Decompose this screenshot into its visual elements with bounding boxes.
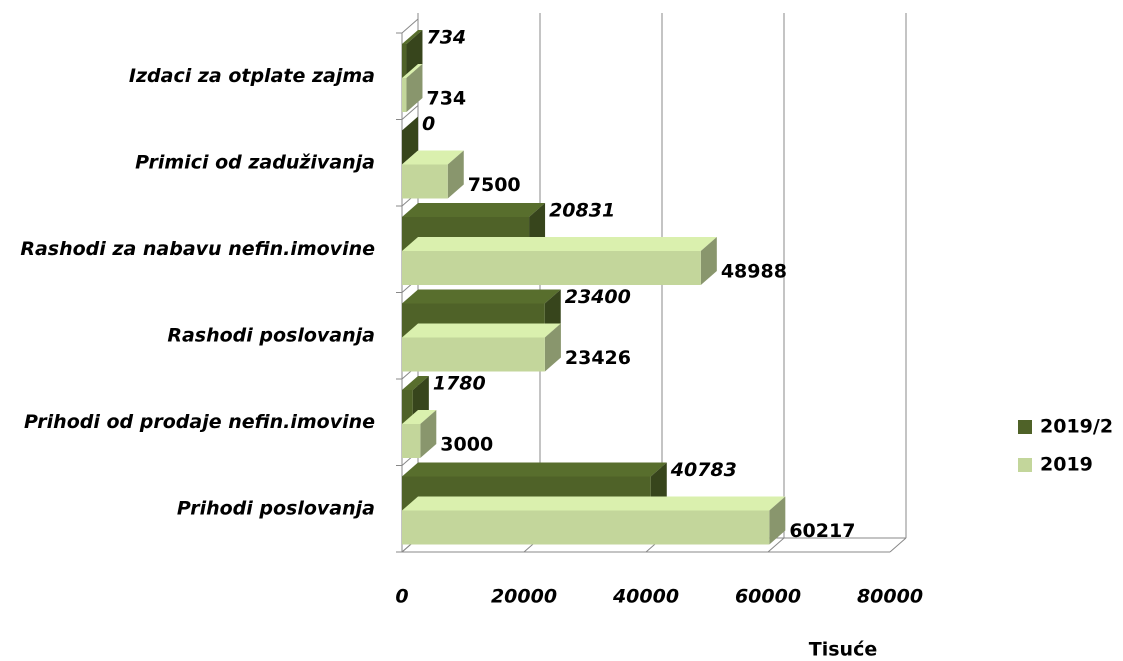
legend-swatch xyxy=(1018,458,1032,472)
bar-top xyxy=(402,410,437,424)
bar xyxy=(402,510,770,545)
bar-top xyxy=(402,203,546,217)
category-label: Prihodi od prodaje nefin.imovine xyxy=(24,411,375,433)
x-tick-label: 20000 xyxy=(491,586,557,608)
value-label: 23400 xyxy=(565,286,631,308)
legend-label: 2019/2 xyxy=(1040,416,1113,438)
x-tick-label: 40000 xyxy=(612,586,679,608)
bar xyxy=(402,78,407,112)
bar-top xyxy=(402,496,786,511)
bar-top xyxy=(402,289,561,304)
value-label: 48988 xyxy=(721,261,787,283)
bar xyxy=(402,251,701,285)
x-axis-title: Tisuće xyxy=(809,639,877,661)
legend-label: 2019 xyxy=(1040,454,1093,476)
y-side xyxy=(401,105,419,120)
bar-top xyxy=(402,376,429,390)
y-side xyxy=(401,18,419,34)
category-label: Rashodi poslovanja xyxy=(167,324,375,346)
bar-side xyxy=(544,323,561,372)
bar xyxy=(402,164,448,199)
bar xyxy=(402,390,413,424)
x-tick-label: 0 xyxy=(395,586,408,608)
value-label: 1780 xyxy=(433,373,486,395)
value-label: 20831 xyxy=(549,200,615,222)
bar-side xyxy=(769,496,786,545)
bar-side xyxy=(700,237,717,285)
bar-side xyxy=(402,116,418,165)
value-label: 734 xyxy=(426,88,466,110)
category-label: Izdaci za otplate zajma xyxy=(129,65,375,87)
value-label: 3000 xyxy=(440,434,493,456)
bar-top xyxy=(402,30,423,44)
floor-line xyxy=(889,537,907,553)
category-label: Prihodi poslovanja xyxy=(177,497,375,519)
x-tick-label: 60000 xyxy=(735,586,801,608)
bar-top xyxy=(402,64,423,78)
bar xyxy=(402,44,407,78)
value-label: 40783 xyxy=(670,459,737,481)
floor-line xyxy=(767,537,785,553)
bar xyxy=(402,424,421,458)
value-label: 7500 xyxy=(468,174,521,196)
bar-top xyxy=(402,462,667,477)
value-label: 734 xyxy=(426,27,466,49)
bar-top xyxy=(402,323,561,338)
bar-top xyxy=(402,150,464,165)
x-tick-label: 80000 xyxy=(857,586,923,608)
bar-side xyxy=(406,64,423,112)
value-label: 23426 xyxy=(565,347,631,369)
bar-side xyxy=(420,410,437,458)
value-label: 60217 xyxy=(789,520,855,542)
bar-top xyxy=(402,237,717,251)
legend-swatch xyxy=(1018,420,1032,434)
value-label: 0 xyxy=(422,113,435,135)
bar xyxy=(402,337,545,372)
category-label: Primici od zaduživanja xyxy=(135,151,375,173)
bar-side xyxy=(447,150,464,199)
category-label: Rashodi za nabavu nefin.imovine xyxy=(20,238,375,260)
